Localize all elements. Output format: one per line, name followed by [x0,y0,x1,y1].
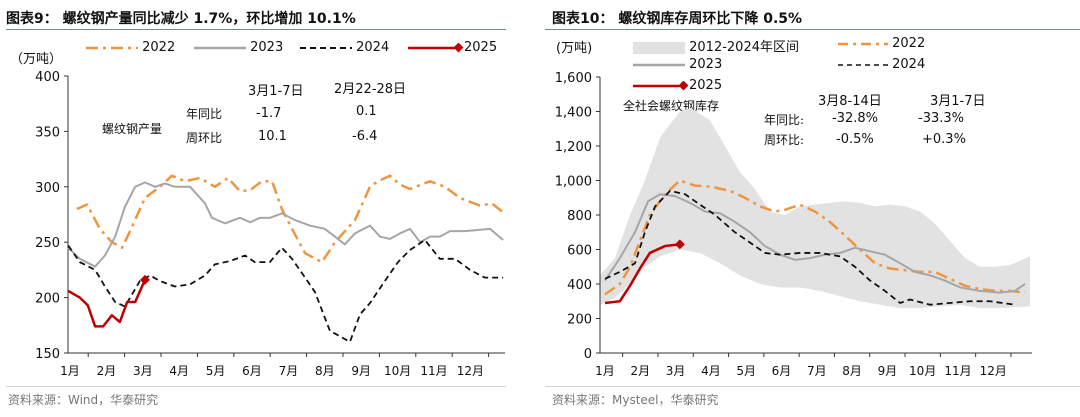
chart9-bottom-rule [6,386,506,387]
legend-2023: 2023 [194,40,284,55]
y-tick-label: 350 [35,125,60,140]
x-tick-label: 4月 [701,364,721,378]
chart9-row2-v2: -6.4 [352,129,378,144]
x-tick-label: 8月 [842,364,862,378]
y-tick-label: 1,200 [555,140,592,155]
y-tick-label: 1,000 [555,175,592,190]
y-tick-label: 150 [35,347,60,362]
chart10-title-rule [545,29,1080,30]
x-tick-label: 1月 [60,364,80,378]
chart9-row2-label: 周环比 [186,131,223,145]
y-tick-label: 800 [567,209,592,224]
y-tick-label: 200 [35,292,60,307]
y-tick-label: 1,400 [555,106,592,121]
y-tick-label: 400 [35,70,60,85]
chart10-bottom-rule [545,386,1080,387]
x-tick-label: 3月 [133,364,153,378]
legend-2025: 2025 [633,78,722,93]
y-tick-label: 200 [567,313,592,328]
chart10-title: 图表10： 螺纹钢库存周环比下降 0.5% [552,11,803,27]
x-tick-label: 1月 [595,364,615,378]
y-tick-label: 400 [567,278,592,293]
x-tick-label: 10月 [909,364,936,378]
chart10-row2-label: 周环比: [764,133,805,147]
series-2022-line [604,179,1026,296]
chart9-title: 图表9： 螺纹钢产量同比减少 1.7%，环比增加 10.1% [6,11,356,27]
y-tick-label: 600 [567,244,592,259]
chart9-col2: 2月22-28日 [334,82,407,97]
series-2023-line [67,181,504,268]
chart9-plot: 150 200 250 300 350 400 1月 2月 3月 4月 5月 6月 7月 8月 9月 10月 1… [35,70,505,378]
x-tick-label: 2月 [97,364,117,378]
x-tick-label: 12月 [980,364,1007,378]
chart9-row1-v2: 0.1 [356,104,377,119]
series-2025-line [67,279,147,328]
x-tick-label: 11月 [944,364,971,378]
legend-2022: 2022 [838,36,926,51]
chart9-annotation-label: 螺纹钢产量 [102,122,163,136]
x-tick-label: 5月 [206,364,226,378]
chart9-source: 资料来源：Wind，华泰研究 [8,393,159,407]
chart9-row1-label: 年同比 [186,107,223,121]
legend-2024: 2024 [300,40,390,55]
chart10-unit-label: (万吨) [556,41,593,56]
x-tick-label: 10月 [384,364,411,378]
series-2025-marker [674,239,685,250]
x-tick-label: 6月 [242,364,262,378]
chart10-plot: 0 200 400 600 800 1,000 1,200 1,400 1,600 1月 2月 3月 4… [555,71,1032,378]
x-tick-label: 6月 [772,364,792,378]
series-2025-line [604,243,680,305]
chart10-source: 资料来源：Mysteel，华泰研究 [552,393,719,407]
chart9-row1-v1: -1.7 [256,106,282,121]
chart10-row1-v2: -33.3% [918,111,964,126]
chart9-title-rule [6,29,506,30]
series-2024-line [67,239,504,343]
chart10-row2-v1: -0.5% [836,132,874,147]
legend-2025: 2025 [408,40,497,55]
y-tick-label: 300 [35,181,60,196]
chart10-annotation-label: 全社会螺纹钢库存 [623,99,720,113]
legend-2022: 2022 [86,40,176,55]
x-tick-label: 5月 [736,364,756,378]
chart10-col1: 3月8-14日 [818,94,882,109]
x-tick-label: 12月 [457,364,484,378]
series-2024-line [604,189,1015,306]
x-tick-label: 4月 [169,364,189,378]
legend-2023: 2023 [633,57,723,72]
y-tick-label: 250 [35,236,60,251]
legend-band: 2012-2024年区间 [633,36,799,55]
series-2025-marker [140,274,150,285]
chart9-col1: 3月1-7日 [248,84,304,99]
range-band [600,108,1031,309]
x-tick-label: 7月 [279,364,299,378]
x-tick-label: 3月 [666,364,686,378]
chart10-row1-label: 年同比: [764,113,805,127]
x-tick-label: 8月 [315,364,335,378]
legend-2024: 2024 [838,57,926,72]
x-tick-label: 11月 [420,364,447,378]
chart10-row1-v1: -32.8% [832,111,878,126]
chart9-unit-label: （万吨） [10,52,63,67]
x-tick-label: 2月 [630,364,650,378]
chart10-col2: 3月1-7日 [930,94,986,109]
series-2022-line [76,174,504,264]
series-2023-line [604,193,1026,294]
x-tick-label: 7月 [807,364,827,378]
x-tick-label: 9月 [878,364,898,378]
x-tick-label: 9月 [351,364,371,378]
y-tick-label: 0 [584,347,592,362]
chart10-row2-v2: +0.3% [922,132,966,147]
y-tick-label: 1,600 [555,71,592,86]
chart9-row2-v1: 10.1 [258,129,287,144]
